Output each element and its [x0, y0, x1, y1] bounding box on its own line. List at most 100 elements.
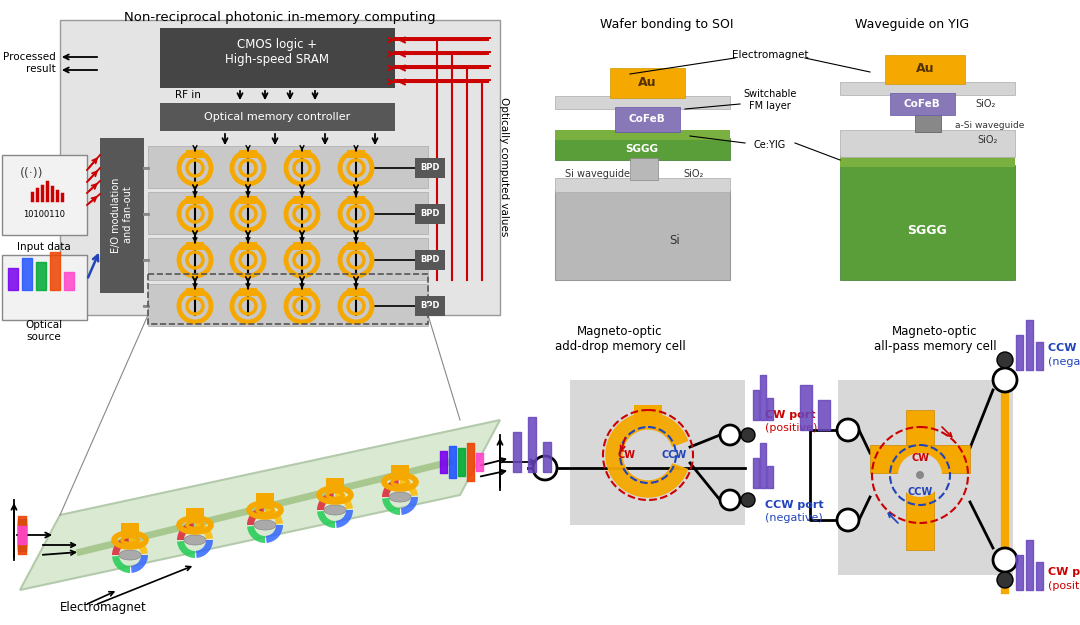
Text: CoFeB: CoFeB: [904, 99, 941, 109]
Text: Input data: Input data: [17, 242, 71, 252]
Bar: [326, 478, 345, 492]
Text: SiO₂: SiO₂: [977, 135, 998, 145]
Wedge shape: [336, 510, 353, 528]
Ellipse shape: [389, 492, 411, 502]
Bar: [570, 380, 745, 525]
Bar: [906, 410, 934, 550]
Text: (negative): (negative): [1048, 357, 1080, 367]
Bar: [100, 138, 144, 293]
Bar: [186, 242, 204, 250]
Text: CCW: CCW: [662, 450, 687, 460]
Bar: [915, 112, 941, 132]
Text: Magneto-optic
all-pass memory cell: Magneto-optic all-pass memory cell: [874, 325, 997, 353]
Bar: [293, 242, 311, 250]
Bar: [148, 274, 428, 324]
Bar: [840, 165, 1015, 280]
Circle shape: [720, 490, 740, 510]
Bar: [239, 150, 257, 158]
Wedge shape: [247, 507, 264, 525]
Text: Au: Au: [916, 62, 934, 76]
Bar: [347, 242, 365, 250]
Wedge shape: [382, 498, 400, 515]
Bar: [293, 288, 311, 296]
Bar: [148, 284, 428, 326]
Bar: [239, 288, 257, 296]
Bar: [840, 155, 1015, 167]
Wedge shape: [177, 541, 195, 558]
Wedge shape: [265, 507, 283, 524]
Bar: [610, 68, 685, 98]
Text: CW: CW: [618, 450, 636, 460]
Text: ((·)): ((·)): [21, 166, 43, 179]
Text: (positive): (positive): [1048, 581, 1080, 591]
Text: E/O modulation
and fan-out: E/O modulation and fan-out: [111, 177, 133, 252]
Bar: [555, 190, 730, 280]
Text: CCW: CCW: [907, 487, 933, 497]
Bar: [415, 296, 445, 316]
Bar: [391, 465, 409, 479]
Bar: [186, 150, 204, 158]
Polygon shape: [606, 413, 688, 497]
Text: Processed
result: Processed result: [3, 52, 56, 74]
Bar: [415, 158, 445, 178]
Text: CW port: CW port: [1048, 567, 1080, 577]
Ellipse shape: [184, 535, 206, 545]
Text: Optical
source: Optical source: [26, 320, 63, 342]
Bar: [347, 288, 365, 296]
Wedge shape: [335, 492, 353, 509]
Circle shape: [720, 425, 740, 445]
Wedge shape: [318, 492, 334, 510]
Bar: [186, 288, 204, 296]
Bar: [555, 178, 730, 192]
Circle shape: [534, 456, 557, 480]
Text: a-Si waveguide: a-Si waveguide: [955, 121, 1024, 129]
Text: CoFeB: CoFeB: [629, 114, 665, 124]
Text: Au: Au: [638, 76, 657, 89]
Text: (negative): (negative): [765, 513, 823, 523]
Text: BPD: BPD: [420, 301, 440, 311]
Bar: [60, 20, 500, 315]
Circle shape: [837, 419, 859, 441]
Circle shape: [897, 453, 942, 497]
Circle shape: [837, 509, 859, 531]
Bar: [148, 238, 428, 280]
Wedge shape: [195, 540, 213, 558]
Bar: [121, 523, 139, 537]
Text: Si: Si: [670, 234, 680, 246]
Wedge shape: [400, 479, 418, 496]
Bar: [186, 508, 204, 522]
Circle shape: [993, 548, 1017, 572]
Text: CMOS logic +
High-speed SRAM: CMOS logic + High-speed SRAM: [225, 38, 329, 66]
Bar: [838, 380, 1013, 575]
Text: (positive): (positive): [765, 423, 818, 433]
Bar: [415, 204, 445, 224]
Bar: [347, 150, 365, 158]
Bar: [415, 250, 445, 270]
Bar: [615, 107, 680, 132]
Text: Wafer bonding to SOI: Wafer bonding to SOI: [600, 18, 733, 31]
Bar: [239, 196, 257, 204]
Wedge shape: [318, 511, 335, 528]
Bar: [2, 155, 87, 235]
Circle shape: [993, 368, 1017, 392]
Wedge shape: [177, 522, 194, 540]
Wedge shape: [401, 497, 418, 515]
Text: BPD: BPD: [420, 164, 440, 172]
Bar: [160, 103, 395, 131]
Circle shape: [741, 428, 755, 442]
Bar: [239, 242, 257, 250]
Bar: [870, 445, 970, 473]
Text: CW port: CW port: [765, 410, 815, 420]
Text: Switchable
FM layer: Switchable FM layer: [743, 89, 797, 111]
Wedge shape: [247, 526, 265, 543]
Text: SiO₂: SiO₂: [975, 99, 996, 109]
Text: CCW port: CCW port: [1048, 343, 1080, 353]
Text: SGGG: SGGG: [625, 144, 659, 154]
Bar: [148, 192, 428, 234]
Bar: [840, 130, 1015, 157]
Wedge shape: [195, 522, 213, 539]
Text: Electromagnet: Electromagnet: [732, 50, 808, 60]
Text: RF in: RF in: [175, 90, 201, 100]
Text: Non-reciprocal photonic in-memory computing: Non-reciprocal photonic in-memory comput…: [124, 11, 436, 24]
Text: CW: CW: [912, 453, 929, 463]
